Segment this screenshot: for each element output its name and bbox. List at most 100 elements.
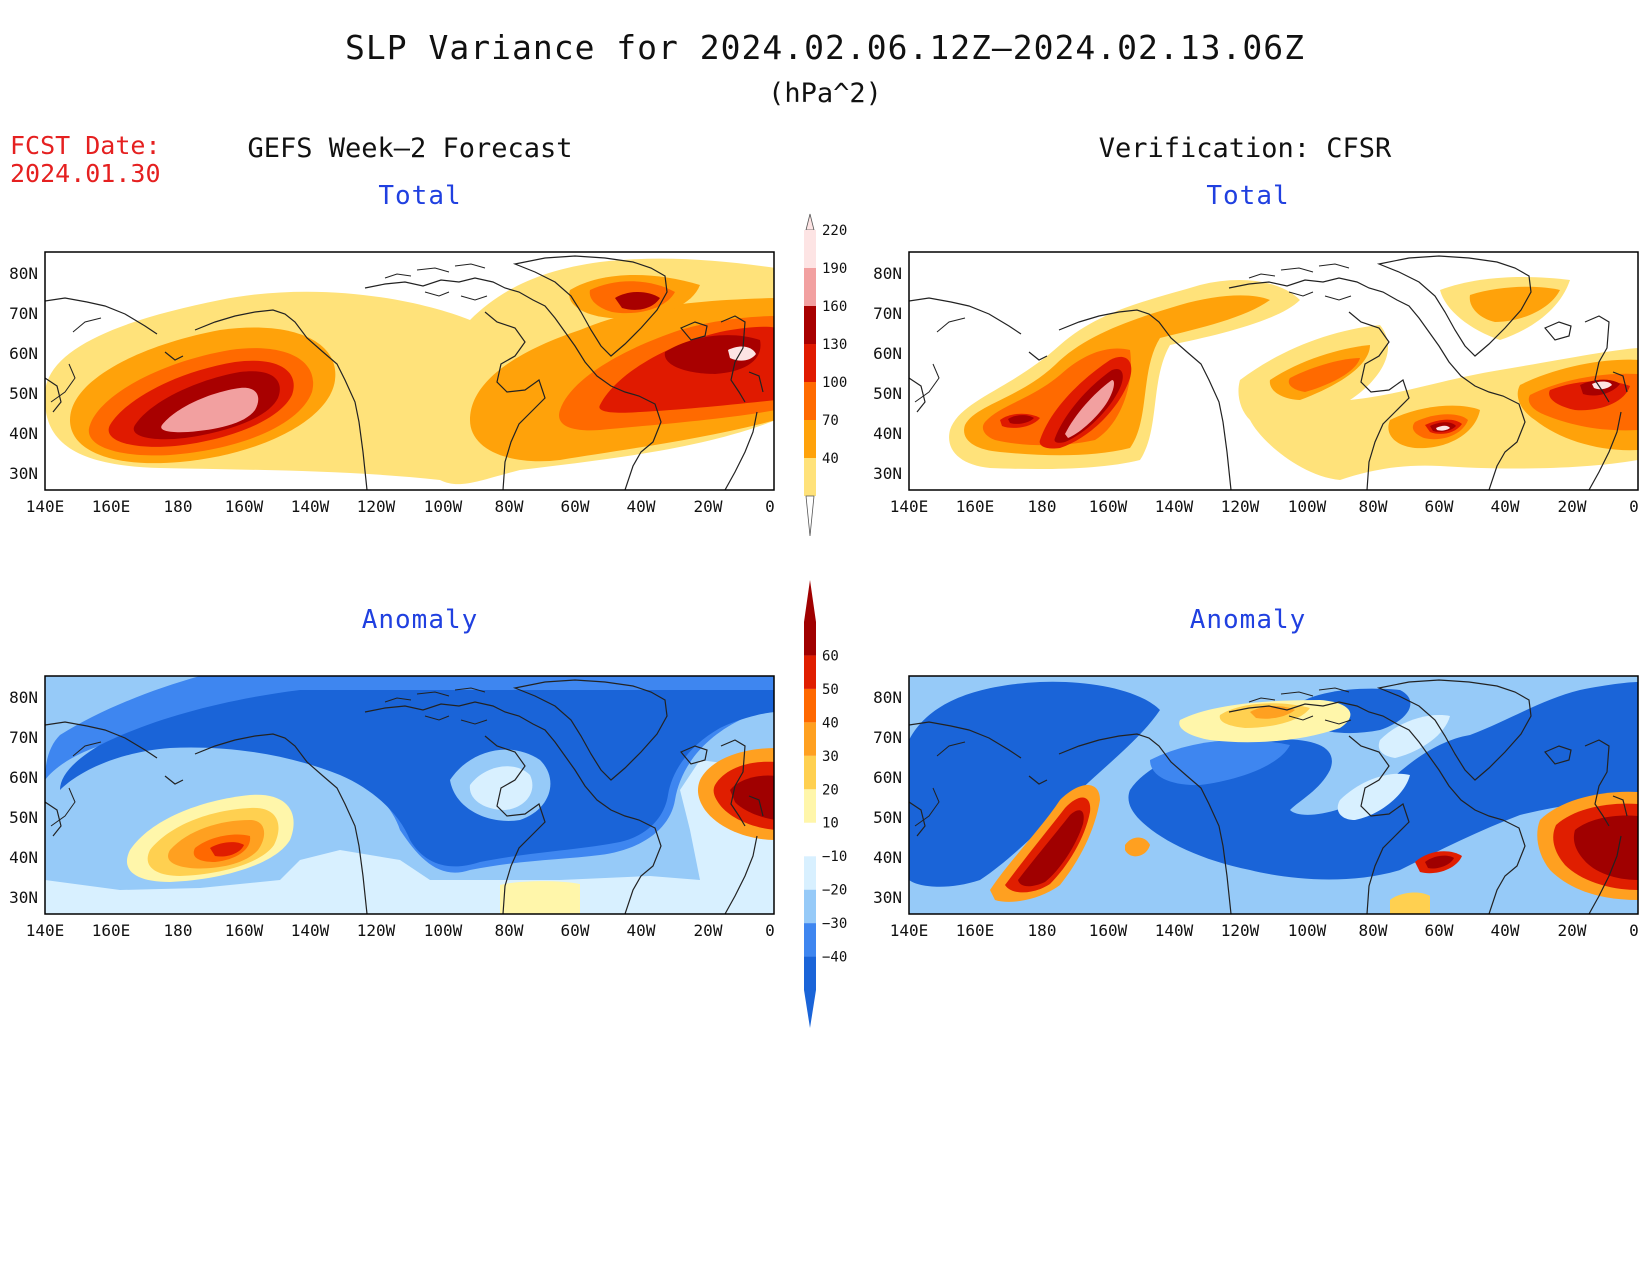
lon-label: 140W	[1155, 497, 1194, 516]
colorbar-level-label: 70	[822, 413, 839, 429]
lon-label: 100W	[1288, 497, 1327, 516]
anomaly-contour-minus40	[60, 690, 774, 867]
colorbar-segment	[804, 789, 816, 823]
lat-label: 50N	[873, 808, 902, 827]
main-title: SLP Variance for 2024.02.06.12Z–2024.02.…	[345, 28, 1305, 67]
colorbar-segment	[804, 923, 816, 957]
colorbar-segment	[804, 722, 816, 756]
colorbar-segment	[804, 420, 816, 458]
lon-label: 160E	[92, 497, 131, 516]
colorbar-level-label: 30	[822, 749, 839, 765]
colorbar-segment	[804, 956, 816, 990]
right-column-title: Verification: CFSR	[1098, 133, 1392, 164]
contour-220	[1436, 425, 1450, 431]
lat-label: 80N	[9, 264, 38, 283]
colorbar-level-label: −40	[822, 950, 847, 966]
lon-label: 140W	[291, 497, 330, 516]
lon-label: 180	[1028, 497, 1057, 516]
map-panel-verification-anomaly	[908, 675, 1639, 915]
lon-label: 100W	[424, 497, 463, 516]
lon-label: 40W	[627, 497, 656, 516]
colorbar-segment	[804, 889, 816, 924]
colorbar-segment	[804, 344, 816, 382]
lon-label: 180	[1028, 921, 1057, 940]
lat-label: 40N	[873, 424, 902, 443]
colorbar-segment	[804, 622, 816, 656]
lon-label: 160W	[225, 497, 264, 516]
lat-label: 70N	[9, 304, 38, 323]
map-panel-forecast-anomaly	[44, 675, 775, 915]
fcst-date-value: 2024.01.30	[10, 159, 161, 188]
lon-label: 40W	[627, 921, 656, 940]
colorbar-segment	[804, 822, 816, 857]
colorbar-segment	[804, 382, 816, 420]
lon-label: 160E	[956, 497, 995, 516]
lon-label: 140W	[1155, 921, 1194, 940]
contour-160	[1008, 415, 1034, 424]
colorbar-level-label: −10	[822, 849, 847, 865]
panel-title-bottom-left: Anomaly	[361, 605, 479, 635]
lon-label: 140E	[890, 921, 929, 940]
lat-label: 30N	[9, 464, 38, 483]
lon-axis-bottom-left: 140E 160E 180 160W 140W 120W 100W 80W 60…	[26, 921, 775, 940]
colorbar-anomaly: −40 −30 −20 −10 10 20 30 40 50 60	[804, 580, 847, 1028]
colorbar-max-arrow	[805, 213, 815, 231]
lat-label: 70N	[873, 304, 902, 323]
lat-label: 40N	[9, 848, 38, 867]
lon-label: 20W	[694, 497, 723, 516]
lon-label: 160E	[92, 921, 131, 940]
colorbar-level-label: 10	[822, 816, 839, 832]
lat-label: 30N	[9, 888, 38, 907]
colorbar-min-arrow	[804, 990, 816, 1028]
lon-label: 60W	[561, 921, 590, 940]
lon-label: 80W	[1359, 497, 1388, 516]
lon-label: 20W	[1558, 921, 1587, 940]
colorbar-level-label: 40	[822, 715, 839, 731]
lon-label: 160W	[1089, 497, 1128, 516]
contour-160	[615, 292, 660, 310]
left-column-title: GEFS Week–2 Forecast	[247, 133, 573, 164]
lon-label: 20W	[694, 921, 723, 940]
lon-label: 80W	[495, 921, 524, 940]
lon-label: 0	[765, 497, 775, 516]
lon-label: 140W	[291, 921, 330, 940]
anomaly-contour-minus40	[1128, 682, 1638, 880]
lon-label: 120W	[1221, 497, 1260, 516]
colorbar-level-label: 50	[822, 682, 839, 698]
contour-190	[1065, 380, 1114, 438]
anomaly-contour-plus60	[1425, 855, 1454, 869]
lat-label: 80N	[9, 688, 38, 707]
colorbar-segment	[804, 230, 816, 268]
lat-label: 60N	[9, 344, 38, 363]
anomaly-contour-plus20	[1390, 892, 1430, 914]
lat-axis-top-right: 80N 70N 60N 50N 40N 30N	[873, 264, 902, 483]
lon-label: 80W	[495, 497, 524, 516]
colorbar-level-label: 220	[822, 223, 847, 239]
colorbar-level-label: 60	[822, 648, 839, 664]
lon-label: 120W	[1221, 921, 1260, 940]
lon-axis-top-right: 140E 160E 180 160W 140W 120W 100W 80W 60…	[890, 497, 1639, 516]
lon-label: 100W	[424, 921, 463, 940]
lon-label: 60W	[561, 497, 590, 516]
lon-label: 120W	[357, 497, 396, 516]
anomaly-contour-plus10	[500, 881, 580, 914]
lat-label: 80N	[873, 264, 902, 283]
lat-axis-bottom-left: 80N 70N 60N 50N 40N 30N	[9, 688, 38, 907]
lon-label: 140E	[26, 921, 65, 940]
colorbar-min-arrow	[805, 495, 815, 537]
map-panel-forecast-total	[44, 251, 775, 491]
lat-label: 60N	[873, 768, 902, 787]
colorbar-level-label: −30	[822, 916, 847, 932]
colorbar-level-label: 190	[822, 261, 847, 277]
colorbar-segment	[804, 755, 816, 790]
lat-label: 50N	[9, 808, 38, 827]
lat-label: 30N	[873, 464, 902, 483]
colorbar-segment	[804, 268, 816, 306]
lat-label: 50N	[873, 384, 902, 403]
anomaly-contour-plus50	[210, 842, 244, 857]
colorbar-segment	[804, 688, 816, 723]
lat-label: 30N	[873, 888, 902, 907]
lat-label: 40N	[9, 424, 38, 443]
lon-label: 160W	[225, 921, 264, 940]
